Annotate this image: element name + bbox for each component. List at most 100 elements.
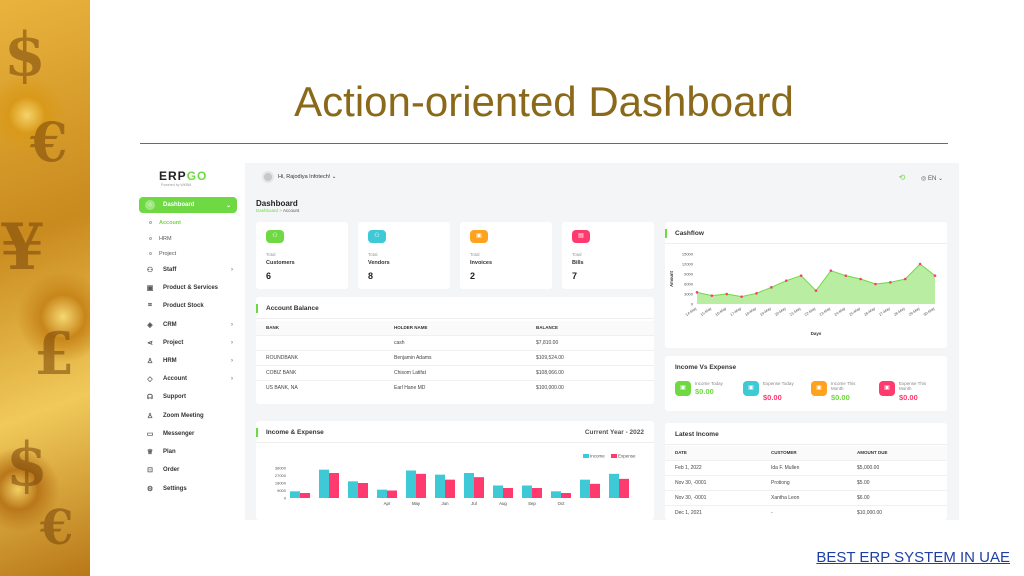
sidebar-subitem-project[interactable]: Project xyxy=(149,251,176,257)
layers-icon: ◈ xyxy=(147,322,153,329)
x-tick-label: 28-May xyxy=(893,306,906,317)
receipt-icon: ▣ xyxy=(743,381,759,396)
cashflow-point xyxy=(725,292,729,296)
x-axis-label: Days xyxy=(811,331,822,336)
x-tick-label: 16-May xyxy=(715,306,728,317)
y-tick-label: 6000 xyxy=(684,282,694,287)
sidebar-item-project[interactable]: ⋖ Project › xyxy=(145,339,237,347)
logo[interactable]: ERPGO xyxy=(159,169,208,183)
cashflow-chart: 0 3000 6000 9000 12000 15000 14-May 15-May 16-Ma… xyxy=(669,252,937,336)
headset-icon: ☊ xyxy=(146,394,154,401)
bill-icon: ▤ xyxy=(572,230,590,243)
bar-income xyxy=(319,469,329,498)
dashboard-screenshot: ERPGO Powered by WKBM ⌂ Dashboard ⌄ Acco… xyxy=(133,163,959,520)
cashflow-point xyxy=(829,269,833,272)
stock-icon: ⌗ xyxy=(148,302,152,309)
sidebar-item-crm[interactable]: ◈ CRM › xyxy=(145,321,237,329)
topbar: Hi, Rajodiya Infotech! ⌄ ⟲ ◎ EN ⌄ xyxy=(245,163,959,193)
footer-link[interactable]: BEST ERP SYSTEM IN UAE xyxy=(816,549,1010,566)
sidebar-item-label: Dashboard xyxy=(163,202,195,208)
stat-card-bills[interactable]: ▤ Total Bills 7 xyxy=(562,222,654,289)
x-tick-label: 24-May xyxy=(834,306,847,317)
table-row: Dec 1, 2021- $10,000.00 xyxy=(665,504,947,520)
bar-income xyxy=(406,470,416,498)
sidebar-item-product-stock[interactable]: ⌗ Product Stock xyxy=(145,302,237,310)
bar-expense xyxy=(532,488,542,498)
sidebar-item-product-services[interactable]: ▣ Product & Services xyxy=(146,285,219,292)
sidebar-item-plan[interactable]: ♕ Plan xyxy=(146,449,176,456)
sidebar-item-staff[interactable]: ⚇ Staff › xyxy=(146,267,233,274)
x-tick-label: 21-May xyxy=(789,306,802,317)
x-tick-label: 26-May xyxy=(863,306,876,317)
sidebar-item-dashboard[interactable]: ⌂ Dashboard ⌄ xyxy=(139,197,237,213)
x-tick-label: 27-May xyxy=(878,306,891,317)
table-header-row: DATE CUSTOMER AMOUNT DUE xyxy=(665,446,947,460)
income-expense-chart: 0 9000 18000 27000 36000 Apr May Jun Jul Aug Sep Oc… xyxy=(275,454,636,507)
x-tick-label: 15-May xyxy=(700,306,713,317)
box-icon: ◇ xyxy=(147,376,153,383)
y-tick-label: 36000 xyxy=(275,466,287,471)
table-row: Nov 30, -0001 Protiong $5.00 xyxy=(665,474,947,490)
table-row: cash $7,810.00 xyxy=(256,334,654,350)
table-row: ROUNDBANK Benjamin Adams $109,524.00 xyxy=(256,349,654,365)
income-expense-card: Income & Expense Current Year - 2022 0 900… xyxy=(256,421,654,520)
legend-swatch xyxy=(583,454,589,458)
invoice-icon: ▣ xyxy=(470,230,488,243)
stat-card-customers[interactable]: ⚇ Total Customers 6 xyxy=(256,222,348,289)
table-row: Nov 30, -0001 Xantha Leon $6.00 xyxy=(665,489,947,505)
y-tick-label: 12000 xyxy=(682,262,694,267)
bar-expense xyxy=(474,477,484,498)
sidebar-item-zoom-meeting[interactable]: ♙ Zoom Meeting xyxy=(146,413,204,420)
user-greeting[interactable]: Hi, Rajodiya Infotech! ⌄ xyxy=(278,174,337,180)
y-tick-label: 9000 xyxy=(684,272,694,277)
bar-expense xyxy=(300,493,310,498)
slide-title: Action-oriented Dashboard xyxy=(294,78,794,125)
sidebar-item-account[interactable]: ◇ Account › xyxy=(145,375,237,383)
globe-icon[interactable]: ◎ xyxy=(921,176,927,182)
bar-expense xyxy=(358,483,368,498)
latest-income-table: DATE CUSTOMER AMOUNT DUE Feb 1, 2022 Ida … xyxy=(665,446,947,520)
sidebar-item-support[interactable]: ☊ Support xyxy=(146,394,186,401)
x-tick-label: 23-May xyxy=(819,306,832,317)
x-tick-label: Sep xyxy=(528,501,536,506)
cart-icon: ⊡ xyxy=(147,467,153,474)
chat-icon[interactable]: ⟲ xyxy=(898,173,906,182)
sidebar-subitem-account[interactable]: Account xyxy=(149,220,181,226)
bar-income xyxy=(464,473,474,498)
avatar[interactable] xyxy=(262,171,274,183)
sidebar-item-messenger[interactable]: ▭ Messenger xyxy=(146,431,195,438)
card-title: Income & Expense xyxy=(266,429,324,436)
cashflow-point xyxy=(799,274,803,277)
page-title: Dashboard xyxy=(256,199,298,208)
sidebar-item-settings[interactable]: ⚙ Settings xyxy=(146,486,187,493)
x-tick-label: Apr xyxy=(384,501,391,506)
y-tick-label: 3000 xyxy=(684,292,694,297)
cashflow-area xyxy=(697,264,935,304)
sidebar-subitem-hrm[interactable]: HRM xyxy=(149,236,172,242)
topbar-actions: ⟲ ◎ EN ⌄ xyxy=(898,173,943,182)
table-header-row: BANK HOLDER NAME BALANCE xyxy=(256,321,654,335)
x-tick-label: 17-May xyxy=(730,306,743,317)
sidebar-item-order[interactable]: ⊡ Order xyxy=(145,466,237,474)
table-row: COBIZ BANK Chisom Latifat $108,066.00 xyxy=(256,364,654,380)
x-tick-label: 18-May xyxy=(744,306,757,317)
stat-card-vendors[interactable]: ⚇ Total Vendors 8 xyxy=(358,222,450,289)
table-row: US BANK, NA Earl Hane MD $100,000.00 xyxy=(256,379,654,395)
box-icon: ▣ xyxy=(146,285,154,292)
share-icon: ⋖ xyxy=(147,340,153,347)
breadcrumb: Dashboard > Account xyxy=(256,208,300,213)
y-tick-label: 0 xyxy=(691,302,694,307)
bar-income xyxy=(522,485,532,498)
cashflow-point xyxy=(814,289,818,292)
cashflow-point xyxy=(903,277,907,281)
x-tick-label: 22-May xyxy=(804,306,817,317)
y-tick-label: 15000 xyxy=(682,252,694,257)
language-select[interactable]: EN xyxy=(927,176,937,182)
stat-card-invoices[interactable]: ▣ Total Invoices 2 xyxy=(460,222,552,289)
cashflow-point xyxy=(859,277,862,281)
wallet-icon: ▣ xyxy=(811,381,827,396)
cashflow-point xyxy=(889,281,892,284)
sidebar-item-hrm[interactable]: ♙ HRM › xyxy=(146,358,233,365)
logo-subtitle: Powered by WKBM xyxy=(161,183,192,187)
bar-expense xyxy=(561,493,571,498)
